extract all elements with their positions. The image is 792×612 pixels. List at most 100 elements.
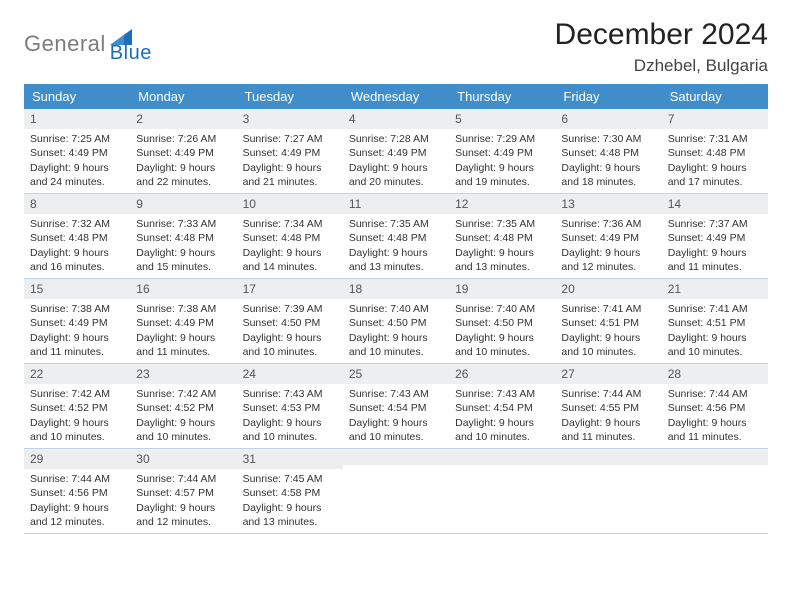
- sunrise-text: Sunrise: 7:32 AM: [30, 217, 124, 231]
- day-number: [662, 449, 768, 465]
- sunset-text: Sunset: 4:54 PM: [455, 401, 549, 415]
- day-cell: 4Sunrise: 7:28 AMSunset: 4:49 PMDaylight…: [343, 109, 449, 193]
- day-cell: 19Sunrise: 7:40 AMSunset: 4:50 PMDayligh…: [449, 279, 555, 363]
- day-body: Sunrise: 7:29 AMSunset: 4:49 PMDaylight:…: [449, 129, 555, 193]
- day-number: 14: [662, 194, 768, 214]
- day-body: Sunrise: 7:43 AMSunset: 4:54 PMDaylight:…: [343, 384, 449, 448]
- day-body: Sunrise: 7:40 AMSunset: 4:50 PMDaylight:…: [449, 299, 555, 363]
- day-cell: 7Sunrise: 7:31 AMSunset: 4:48 PMDaylight…: [662, 109, 768, 193]
- day-cell: 28Sunrise: 7:44 AMSunset: 4:56 PMDayligh…: [662, 364, 768, 448]
- day-number: 19: [449, 279, 555, 299]
- sunset-text: Sunset: 4:48 PM: [561, 146, 655, 160]
- sunset-text: Sunset: 4:56 PM: [668, 401, 762, 415]
- day-body: Sunrise: 7:42 AMSunset: 4:52 PMDaylight:…: [24, 384, 130, 448]
- day-body: Sunrise: 7:39 AMSunset: 4:50 PMDaylight:…: [237, 299, 343, 363]
- location-label: Dzhebel, Bulgaria: [555, 56, 768, 76]
- day-cell: [555, 449, 661, 533]
- sunrise-text: Sunrise: 7:43 AM: [455, 387, 549, 401]
- day-number: 7: [662, 109, 768, 129]
- day-number: 31: [237, 449, 343, 469]
- sunset-text: Sunset: 4:50 PM: [243, 316, 337, 330]
- sunset-text: Sunset: 4:52 PM: [136, 401, 230, 415]
- day-body: Sunrise: 7:35 AMSunset: 4:48 PMDaylight:…: [449, 214, 555, 278]
- sunrise-text: Sunrise: 7:40 AM: [349, 302, 443, 316]
- daylight-text: Daylight: 9 hours and 22 minutes.: [136, 161, 230, 189]
- sunrise-text: Sunrise: 7:34 AM: [243, 217, 337, 231]
- daylight-text: Daylight: 9 hours and 10 minutes.: [243, 416, 337, 444]
- weekday-header-row: Sunday Monday Tuesday Wednesday Thursday…: [24, 84, 768, 109]
- sunset-text: Sunset: 4:52 PM: [30, 401, 124, 415]
- logo: General Blue: [24, 18, 152, 65]
- sunrise-text: Sunrise: 7:44 AM: [30, 472, 124, 486]
- sunset-text: Sunset: 4:49 PM: [136, 316, 230, 330]
- day-number: 28: [662, 364, 768, 384]
- header: General Blue December 2024 Dzhebel, Bulg…: [24, 18, 768, 76]
- daylight-text: Daylight: 9 hours and 16 minutes.: [30, 246, 124, 274]
- daylight-text: Daylight: 9 hours and 13 minutes.: [455, 246, 549, 274]
- sunrise-text: Sunrise: 7:36 AM: [561, 217, 655, 231]
- day-number: 1: [24, 109, 130, 129]
- day-body: Sunrise: 7:38 AMSunset: 4:49 PMDaylight:…: [130, 299, 236, 363]
- sunset-text: Sunset: 4:50 PM: [349, 316, 443, 330]
- sunrise-text: Sunrise: 7:41 AM: [668, 302, 762, 316]
- weekday-header: Saturday: [662, 84, 768, 109]
- sunset-text: Sunset: 4:49 PM: [561, 231, 655, 245]
- day-cell: [449, 449, 555, 533]
- weeks-container: 1Sunrise: 7:25 AMSunset: 4:49 PMDaylight…: [24, 109, 768, 534]
- daylight-text: Daylight: 9 hours and 10 minutes.: [136, 416, 230, 444]
- sunset-text: Sunset: 4:48 PM: [30, 231, 124, 245]
- sunrise-text: Sunrise: 7:29 AM: [455, 132, 549, 146]
- day-cell: 26Sunrise: 7:43 AMSunset: 4:54 PMDayligh…: [449, 364, 555, 448]
- sunrise-text: Sunrise: 7:43 AM: [349, 387, 443, 401]
- day-body: Sunrise: 7:32 AMSunset: 4:48 PMDaylight:…: [24, 214, 130, 278]
- week-row: 1Sunrise: 7:25 AMSunset: 4:49 PMDaylight…: [24, 109, 768, 194]
- day-body: Sunrise: 7:44 AMSunset: 4:56 PMDaylight:…: [24, 469, 130, 533]
- sunrise-text: Sunrise: 7:44 AM: [668, 387, 762, 401]
- day-body: Sunrise: 7:43 AMSunset: 4:54 PMDaylight:…: [449, 384, 555, 448]
- sunset-text: Sunset: 4:48 PM: [243, 231, 337, 245]
- day-cell: 22Sunrise: 7:42 AMSunset: 4:52 PMDayligh…: [24, 364, 130, 448]
- sunset-text: Sunset: 4:58 PM: [243, 486, 337, 500]
- day-body: Sunrise: 7:25 AMSunset: 4:49 PMDaylight:…: [24, 129, 130, 193]
- sunset-text: Sunset: 4:48 PM: [136, 231, 230, 245]
- daylight-text: Daylight: 9 hours and 12 minutes.: [136, 501, 230, 529]
- weekday-header: Monday: [130, 84, 236, 109]
- day-body: Sunrise: 7:45 AMSunset: 4:58 PMDaylight:…: [237, 469, 343, 533]
- day-cell: 12Sunrise: 7:35 AMSunset: 4:48 PMDayligh…: [449, 194, 555, 278]
- day-body: Sunrise: 7:31 AMSunset: 4:48 PMDaylight:…: [662, 129, 768, 193]
- day-number: 24: [237, 364, 343, 384]
- title-block: December 2024 Dzhebel, Bulgaria: [555, 18, 768, 76]
- day-cell: 31Sunrise: 7:45 AMSunset: 4:58 PMDayligh…: [237, 449, 343, 533]
- day-number: 13: [555, 194, 661, 214]
- day-number: [449, 449, 555, 465]
- daylight-text: Daylight: 9 hours and 10 minutes.: [455, 331, 549, 359]
- sunset-text: Sunset: 4:51 PM: [561, 316, 655, 330]
- day-cell: 2Sunrise: 7:26 AMSunset: 4:49 PMDaylight…: [130, 109, 236, 193]
- daylight-text: Daylight: 9 hours and 10 minutes.: [30, 416, 124, 444]
- daylight-text: Daylight: 9 hours and 10 minutes.: [243, 331, 337, 359]
- day-number: 29: [24, 449, 130, 469]
- day-body: Sunrise: 7:44 AMSunset: 4:56 PMDaylight:…: [662, 384, 768, 448]
- daylight-text: Daylight: 9 hours and 10 minutes.: [455, 416, 549, 444]
- day-body: Sunrise: 7:42 AMSunset: 4:52 PMDaylight:…: [130, 384, 236, 448]
- day-cell: 16Sunrise: 7:38 AMSunset: 4:49 PMDayligh…: [130, 279, 236, 363]
- day-number: 3: [237, 109, 343, 129]
- day-body: Sunrise: 7:38 AMSunset: 4:49 PMDaylight:…: [24, 299, 130, 363]
- day-number: 4: [343, 109, 449, 129]
- day-cell: [662, 449, 768, 533]
- sunset-text: Sunset: 4:48 PM: [668, 146, 762, 160]
- day-number: [343, 449, 449, 465]
- day-number: 21: [662, 279, 768, 299]
- daylight-text: Daylight: 9 hours and 11 minutes.: [668, 246, 762, 274]
- day-cell: 23Sunrise: 7:42 AMSunset: 4:52 PMDayligh…: [130, 364, 236, 448]
- day-body: Sunrise: 7:44 AMSunset: 4:55 PMDaylight:…: [555, 384, 661, 448]
- day-cell: 21Sunrise: 7:41 AMSunset: 4:51 PMDayligh…: [662, 279, 768, 363]
- weekday-header: Thursday: [449, 84, 555, 109]
- sunrise-text: Sunrise: 7:25 AM: [30, 132, 124, 146]
- day-cell: 9Sunrise: 7:33 AMSunset: 4:48 PMDaylight…: [130, 194, 236, 278]
- sunrise-text: Sunrise: 7:28 AM: [349, 132, 443, 146]
- day-body: Sunrise: 7:26 AMSunset: 4:49 PMDaylight:…: [130, 129, 236, 193]
- day-cell: 5Sunrise: 7:29 AMSunset: 4:49 PMDaylight…: [449, 109, 555, 193]
- day-number: 25: [343, 364, 449, 384]
- day-cell: 18Sunrise: 7:40 AMSunset: 4:50 PMDayligh…: [343, 279, 449, 363]
